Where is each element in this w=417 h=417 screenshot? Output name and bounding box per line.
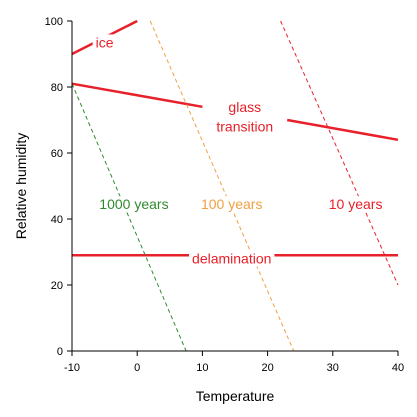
glass-transition-line	[286, 118, 399, 142]
x-tick-label: 0	[134, 362, 140, 374]
annotation-delamination: delamination	[192, 251, 271, 267]
annotation-glass: glass	[228, 99, 261, 115]
annotation-background	[197, 196, 266, 213]
annotation-10-years: 10 years	[329, 196, 383, 212]
annotation-background	[92, 34, 117, 51]
x-tick-label: 30	[327, 362, 339, 374]
x-tick-label: -10	[64, 362, 80, 374]
x-tick-label: 10	[196, 362, 208, 374]
annotation-background	[189, 250, 275, 267]
y-tick-label: 40	[51, 214, 63, 226]
10-years-line	[280, 20, 399, 286]
annotation-transition: transition	[216, 119, 273, 135]
annotation-background	[225, 98, 265, 115]
y-axis-title: Relative humidity	[13, 133, 29, 240]
y-tick-label: 100	[45, 16, 63, 28]
annotation-background	[325, 196, 386, 213]
x-tick-label: 40	[392, 362, 404, 374]
glass-transition-line	[71, 82, 203, 109]
y-tick-label: 80	[51, 82, 63, 94]
y-tick-label: 0	[57, 346, 63, 358]
y-tick-label: 60	[51, 148, 63, 160]
y-tick-label: 20	[51, 280, 63, 292]
annotation-ice: ice	[96, 34, 114, 50]
100-years-line	[149, 20, 295, 352]
annotation-background	[213, 118, 277, 135]
annotation-100-years: 100 years	[201, 196, 262, 212]
annotation-1000-years: 1000 years	[99, 196, 168, 212]
x-axis-title: Temperature	[196, 388, 275, 404]
1000-years-line	[71, 83, 187, 352]
annotation-background	[96, 196, 172, 213]
x-tick-label: 20	[261, 362, 273, 374]
